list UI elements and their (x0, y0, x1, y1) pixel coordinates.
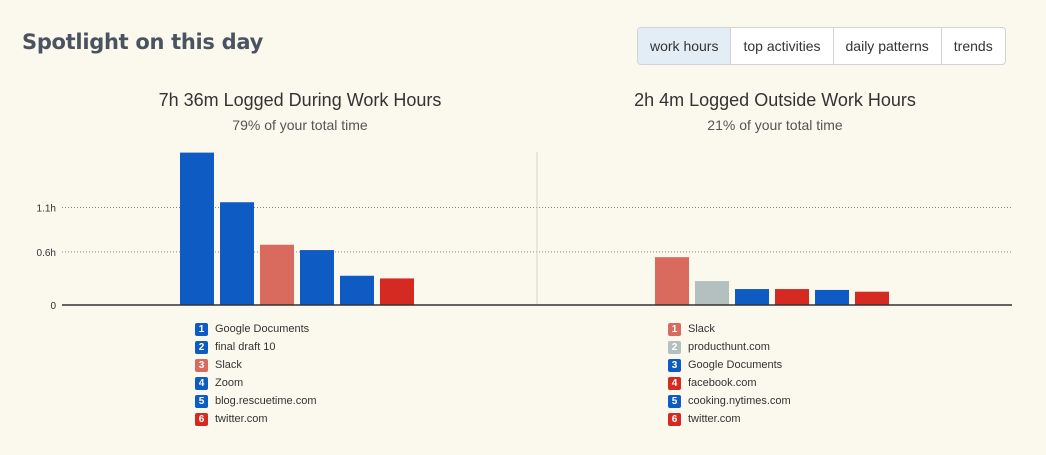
legend-item: 4 Zoom (195, 374, 317, 392)
legend-item: 2 producthunt.com (668, 338, 791, 356)
outside-hours-legend: 1 Slack 2 producthunt.com 3 Google Documents 4… (668, 320, 791, 428)
work-hours-heading: 7h 36m Logged During Work Hours 79% of y… (90, 90, 510, 133)
legend-item: 5 cooking.nytimes.com (668, 392, 791, 410)
legend-label: facebook.com (688, 377, 757, 389)
legend-rank-badge: 1 (195, 322, 208, 336)
bar (775, 289, 809, 305)
bar (815, 289, 849, 305)
legend-label: final draft 10 (215, 341, 276, 353)
tab-trends[interactable]: trends (940, 28, 1005, 64)
tab-work-hours[interactable]: work hours (638, 28, 731, 64)
y-tick-label: 0.6h (37, 248, 56, 259)
work-hours-chart-title: 7h 36m Logged During Work Hours (158, 90, 442, 110)
legend-item: 4 facebook.com (668, 374, 791, 392)
page-title: Spotlight on this day (22, 30, 263, 54)
legend-item: 6 twitter.com (195, 410, 317, 428)
legend-item: 3 Slack (195, 356, 317, 374)
work-hours-legend: 1 Google Documents 2 final draft 10 3 Slack 4 Z… (195, 320, 317, 428)
bar (855, 291, 889, 305)
view-tabs: work hours top activities daily patterns… (637, 27, 1006, 65)
legend-item: 6 twitter.com (668, 410, 791, 428)
legend-label: Slack (688, 323, 715, 335)
legend-item: 2 final draft 10 (195, 338, 317, 356)
legend-rank-badge: 4 (668, 376, 681, 390)
legend-rank-badge: 5 (195, 394, 208, 408)
legend-rank-badge: 6 (668, 412, 681, 426)
legend-rank-badge: 5 (668, 394, 681, 408)
bar (260, 244, 294, 305)
legend-rank-badge: 3 (668, 358, 681, 372)
tab-top-activities[interactable]: top activities (730, 28, 832, 64)
legend-label: producthunt.com (688, 341, 770, 353)
legend-rank-badge: 3 (195, 358, 208, 372)
legend-item: 1 Google Documents (195, 320, 317, 338)
bar (695, 281, 729, 305)
outside-hours-chart-title: 2h 4m Logged Outside Work Hours (634, 90, 916, 110)
bar (340, 275, 374, 305)
legend-rank-badge: 1 (668, 322, 681, 336)
bar (655, 257, 689, 305)
legend-label: Google Documents (688, 359, 783, 371)
y-tick-label: 1.1h (37, 204, 56, 215)
legend-label: cooking.nytimes.com (688, 395, 791, 407)
outside-hours-chart-subtitle: 21% of your total time (707, 117, 843, 133)
legend-label: twitter.com (215, 413, 268, 425)
legend-item: 3 Google Documents (668, 356, 791, 374)
bar (220, 202, 254, 305)
legend-rank-badge: 6 (195, 412, 208, 426)
legend-label: Slack (215, 359, 242, 371)
legend-label: Zoom (215, 377, 244, 389)
legend-rank-badge: 2 (668, 340, 681, 354)
legend-label: Google Documents (215, 323, 310, 335)
legend-item: 1 Slack (668, 320, 791, 338)
legend-item: 5 blog.rescuetime.com (195, 392, 317, 410)
bar (735, 289, 769, 305)
legend-rank-badge: 2 (195, 340, 208, 354)
bar (180, 152, 214, 305)
y-tick-label: 0 (50, 301, 56, 312)
bar (380, 278, 414, 305)
legend-label: blog.rescuetime.com (215, 395, 317, 407)
tab-daily-patterns[interactable]: daily patterns (832, 28, 941, 64)
legend-rank-badge: 4 (195, 376, 208, 390)
work-hours-chart-subtitle: 79% of your total time (232, 117, 368, 133)
legend-label: twitter.com (688, 413, 741, 425)
outside-hours-heading: 2h 4m Logged Outside Work Hours 21% of y… (565, 90, 985, 133)
bar (300, 250, 334, 305)
